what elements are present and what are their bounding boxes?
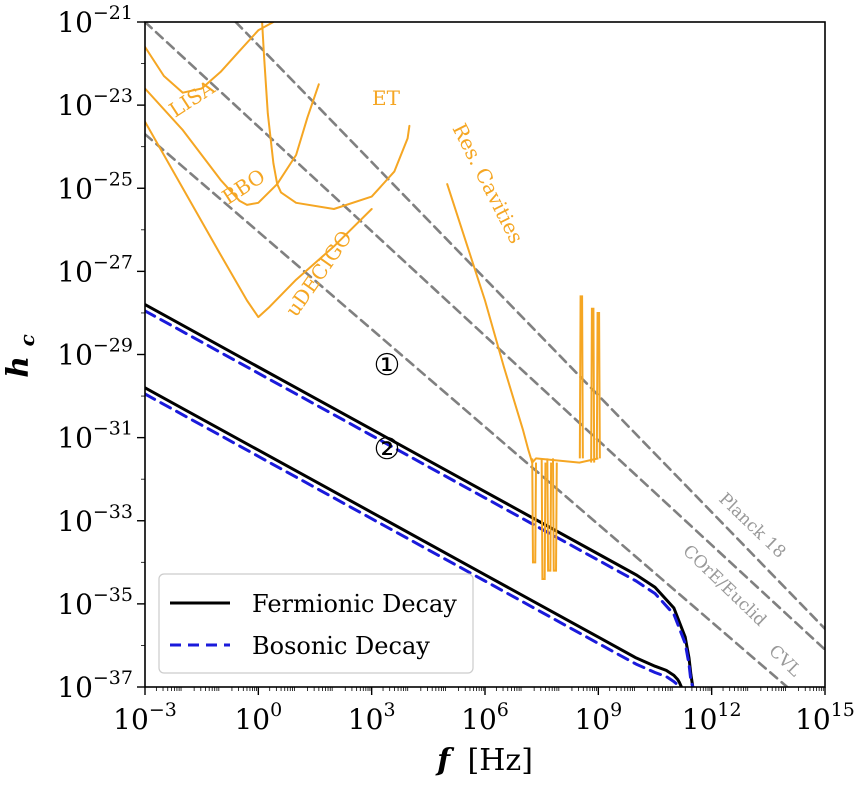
y-axis-subscript: c	[15, 334, 39, 346]
y-tick-label: 10−35	[57, 584, 133, 621]
y-tick-label: 10−29	[57, 335, 133, 372]
series-cvl	[145, 132, 789, 687]
annotation-label: ET	[372, 86, 401, 110]
y-axis-symbol: h	[1, 356, 36, 378]
rescav-low-spike	[546, 458, 553, 572]
legend-bosonic-label: Bosonic Decay	[252, 632, 430, 660]
x-tick-label: 10−3	[113, 699, 177, 736]
x-tick-label: 109	[574, 699, 622, 736]
x-axis-symbol: f	[435, 743, 455, 778]
y-tick-label: 10−33	[57, 501, 133, 538]
x-tick-label: 106	[461, 699, 509, 736]
legend-fermionic-label: Fermionic Decay	[252, 590, 457, 618]
y-tick-label: 10−31	[57, 418, 133, 455]
x-tick-label: 103	[348, 699, 396, 736]
rescav-low-spike	[540, 458, 547, 580]
series-lisa	[145, 22, 275, 94]
series-core	[145, 22, 825, 651]
annotation-label: Res. Cavities	[448, 119, 529, 247]
series-bbo	[145, 83, 320, 206]
series-et	[261, 22, 411, 210]
series-ferm1	[145, 303, 695, 687]
series-bos2	[145, 392, 683, 687]
annotation-label: Planck 18	[715, 489, 790, 562]
x-tick-label: 100	[234, 699, 282, 736]
legend: Fermionic Decay Bosonic Decay	[158, 573, 474, 674]
x-axis-label: f [Hz]	[435, 743, 533, 778]
plot-lines	[145, 22, 825, 687]
y-axis-label: h c	[1, 334, 39, 378]
rescav-high-spike	[590, 307, 596, 463]
x-axis-unit: [Hz]	[468, 743, 533, 778]
rescav-low-spike	[531, 458, 537, 564]
y-axis-ticks: 10−21 10−23 10−25 10−27 10−29 10−31 10−33 10−35…	[57, 2, 145, 704]
x-axis-ticks: 10−3 100 103 106 109 1012 1015	[113, 687, 855, 736]
series-bos1	[145, 309, 695, 687]
rescav-high-spike	[578, 295, 584, 459]
x-tick-label: 1012	[682, 699, 742, 736]
x-tick-label: 1015	[795, 699, 855, 736]
y-tick-label: 10−25	[57, 168, 133, 205]
rescav-connector	[535, 457, 599, 464]
annotation-label: CVL	[765, 641, 805, 681]
rescav-low-spike	[552, 458, 558, 572]
y-tick-label: 10−37	[57, 667, 133, 704]
annotation-label: ②	[374, 432, 401, 467]
y-tick-label: 10−23	[57, 85, 133, 122]
y-tick-label: 10−21	[57, 2, 133, 39]
series-planck	[234, 22, 825, 631]
y-tick-label: 10−27	[57, 251, 133, 288]
rescav-high-spike	[595, 311, 601, 459]
legend-box	[158, 573, 474, 674]
series-udecigo	[145, 120, 373, 319]
series-ferm2	[145, 386, 683, 687]
annotation-label: ①	[374, 348, 401, 383]
